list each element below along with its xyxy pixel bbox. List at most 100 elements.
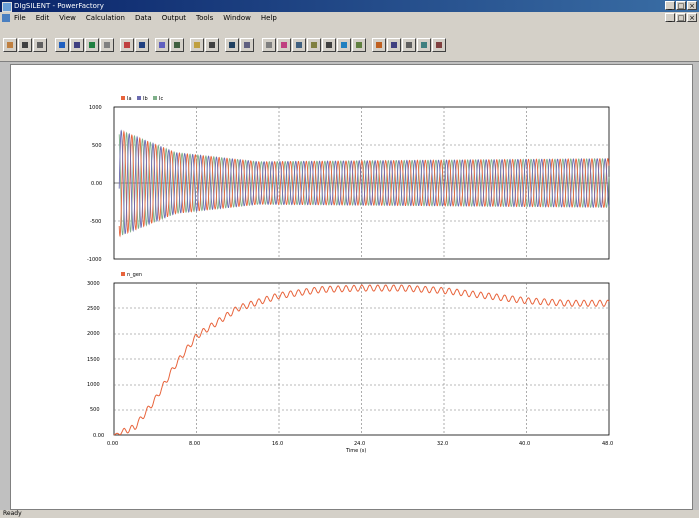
toolbar-button-19[interactable]	[322, 38, 336, 52]
toolbar-button-18[interactable]	[307, 38, 321, 52]
toolbar-button-17[interactable]	[292, 38, 306, 52]
plot2-xtick: 0.00	[107, 441, 118, 447]
plot2-ytick: 1000	[87, 382, 100, 388]
toolbar-button-11[interactable]	[190, 38, 204, 52]
menu-item-data[interactable]: Data	[134, 14, 152, 22]
plot2-ytick: 1500	[87, 357, 100, 363]
plot1-ytick: 1000	[89, 105, 102, 111]
toolbar-icon	[311, 42, 317, 48]
toolbar-icon	[89, 42, 95, 48]
toolbar-button-25[interactable]	[417, 38, 431, 52]
legend-marker-ia	[121, 96, 125, 100]
toolbar-button-16[interactable]	[277, 38, 291, 52]
plot2-xtick: 16.0	[272, 441, 283, 447]
menu-item-output[interactable]: Output	[161, 14, 187, 22]
toolbar-button-26[interactable]	[432, 38, 446, 52]
plot2-xtick: 40.0	[519, 441, 530, 447]
plot2-legend: n_gen	[121, 272, 142, 278]
plot2-ytick: 2000	[87, 331, 100, 337]
toolbar-icon	[209, 42, 215, 48]
menu-item-calculation[interactable]: Calculation	[85, 14, 125, 22]
toolbar-icon	[174, 42, 180, 48]
toolbar-button-13[interactable]	[225, 38, 239, 52]
legend-marker-ib	[137, 96, 141, 100]
plot2-xticks: 0.00 8.00 16.0 24.0 32.0 40.0 48.0 Time …	[107, 441, 613, 454]
legend-marker-ngen	[121, 272, 125, 276]
toolbar-button-12[interactable]	[205, 38, 219, 52]
toolbar-icon	[391, 42, 397, 48]
toolbar-button-0[interactable]	[3, 38, 17, 52]
toolbar-button-5[interactable]	[85, 38, 99, 52]
toolbar-button-21[interactable]	[352, 38, 366, 52]
toolbar-icon	[244, 42, 250, 48]
plot2-ytick: 2500	[87, 306, 100, 312]
plot2-xtick: 32.0	[437, 441, 448, 447]
menu-item-tools[interactable]: Tools	[196, 14, 214, 22]
child-minimize-button[interactable]: _	[665, 13, 675, 22]
legend-marker-ic	[153, 96, 157, 100]
menu-item-window[interactable]: Window	[223, 14, 251, 22]
plot1-ytick: -1000	[87, 257, 102, 263]
toolbar-icon	[229, 42, 235, 48]
plot2-xtick: 24.0	[354, 441, 365, 447]
plot2-xtick: 8.00	[189, 441, 200, 447]
plot1-ytick: -500	[90, 219, 101, 225]
menu-item-help[interactable]: Help	[260, 14, 277, 22]
plot1-legend: Ia Ib Ic	[121, 96, 163, 102]
menu-item-view[interactable]: View	[59, 14, 76, 22]
plot2-ytick: 3000	[87, 281, 100, 287]
toolbar-button-10[interactable]	[170, 38, 184, 52]
status-bar: Ready	[0, 510, 699, 518]
toolbar-icon	[356, 42, 362, 48]
toolbar-button-1[interactable]	[18, 38, 32, 52]
close-button[interactable]: ×	[687, 1, 697, 10]
toolbar-button-2[interactable]	[33, 38, 47, 52]
document-icon	[2, 14, 10, 22]
plot2-xtick: 48.0	[602, 441, 613, 447]
toolbar-button-24[interactable]	[402, 38, 416, 52]
toolbar-icon	[159, 42, 165, 48]
toolbar-icon	[59, 42, 65, 48]
toolbar-icon	[104, 42, 110, 48]
plots-svg: Ia Ib Ic 1000 500 0.00 -500 -1000 n_gen …	[87, 96, 613, 454]
toolbar-button-23[interactable]	[387, 38, 401, 52]
toolbar-icon	[266, 42, 272, 48]
plot2-yticks: 3000 2500 2000 1500 1000 500 0.00	[87, 281, 104, 439]
menu-item-edit[interactable]: Edit	[35, 14, 50, 22]
toolbar-button-8[interactable]	[135, 38, 149, 52]
toolbar-icon	[326, 42, 332, 48]
toolbar-button-15[interactable]	[262, 38, 276, 52]
title-bar: DIgSILENT - PowerFactory _ □ ×	[0, 0, 699, 12]
toolbar-icon	[281, 42, 287, 48]
toolbar-button-9[interactable]	[155, 38, 169, 52]
series-line-ib	[118, 129, 610, 235]
toolbar-button-7[interactable]	[120, 38, 134, 52]
toolbar-icon	[341, 42, 347, 48]
toolbar-icon	[406, 42, 412, 48]
plot2-ytick: 0.00	[93, 433, 104, 439]
toolbar-button-22[interactable]	[372, 38, 386, 52]
toolbar-button-20[interactable]	[337, 38, 351, 52]
status-text: Ready	[3, 510, 22, 517]
legend-label-ic: Ic	[159, 96, 163, 102]
maximize-button[interactable]: □	[676, 1, 686, 10]
menu-item-file[interactable]: File	[14, 14, 26, 22]
child-restore-button[interactable]: □	[676, 13, 686, 22]
toolbar-icon	[194, 42, 200, 48]
plot1-ytick: 0.00	[91, 181, 102, 187]
plot1-yticks: 1000 500 0.00 -500 -1000	[87, 105, 102, 263]
toolbar-icon	[296, 42, 302, 48]
toolbar-button-6[interactable]	[100, 38, 114, 52]
minimize-button[interactable]: _	[665, 1, 675, 10]
toolbar-button-14[interactable]	[240, 38, 254, 52]
toolbar-icon	[436, 42, 442, 48]
child-close-button[interactable]: ×	[687, 13, 697, 22]
plot2-curve	[113, 284, 610, 436]
plot2-xlabel: Time (s)	[345, 448, 366, 454]
plot-area: Ia Ib Ic 1000 500 0.00 -500 -1000 n_gen …	[10, 64, 693, 510]
toolbar-button-3[interactable]	[55, 38, 69, 52]
toolbar-icon	[421, 42, 427, 48]
toolbar	[0, 24, 699, 62]
toolbar-button-4[interactable]	[70, 38, 84, 52]
toolbar-icon	[74, 42, 80, 48]
